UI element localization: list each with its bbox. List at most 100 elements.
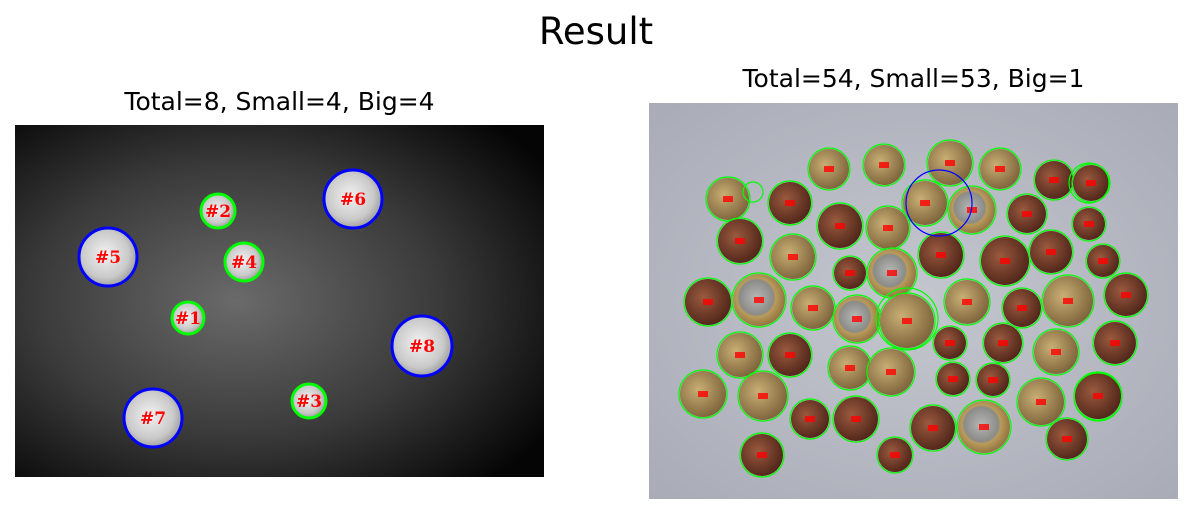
coin-label-mark	[785, 352, 795, 358]
small-coin-circle	[716, 217, 764, 265]
coin-label-mark	[967, 207, 977, 213]
coin-detection	[716, 331, 764, 379]
coin-detection	[947, 185, 997, 235]
small-coin-circle	[932, 325, 968, 361]
coin-detection	[866, 347, 916, 397]
coin-label-mark	[785, 200, 795, 206]
coin-detection	[876, 436, 914, 474]
coin-label-mark	[920, 200, 930, 206]
coin-label-mark	[835, 223, 845, 229]
coin-label-mark	[886, 369, 896, 375]
small-coin-circle	[731, 272, 787, 328]
big-coin-circle	[122, 387, 184, 449]
big-coin-circle	[77, 226, 139, 288]
small-coin-circle	[1041, 274, 1095, 328]
coin-label-mark	[890, 452, 900, 458]
small-coin-circle	[866, 347, 916, 397]
small-coin-circle	[789, 398, 831, 440]
coin	[393, 317, 451, 375]
coin-detection	[935, 361, 971, 397]
big-coin-circle	[390, 314, 454, 378]
small-coin-circle	[742, 181, 764, 203]
coin-detection	[832, 255, 868, 291]
coin-label: #7	[140, 409, 166, 429]
coin-detection	[982, 322, 1024, 364]
coin-label-mark	[902, 318, 912, 324]
coin-label-mark	[757, 452, 767, 458]
coin-label: #5	[95, 248, 121, 268]
coin-detection	[1085, 243, 1121, 279]
coin-detection	[1016, 377, 1066, 427]
coin-detection	[932, 325, 968, 361]
small-coin-circle	[1028, 229, 1074, 275]
small-coin-circle	[978, 147, 1022, 191]
coin-detection	[878, 292, 936, 350]
small-coin-circle	[975, 362, 1011, 398]
coin-label-mark	[1121, 292, 1131, 298]
coin-detection	[901, 179, 949, 227]
small-coin-circle	[862, 143, 906, 187]
right-coin-image	[649, 103, 1178, 499]
coin-label-mark	[698, 391, 708, 397]
coin	[173, 303, 203, 333]
small-coin-circle	[767, 180, 813, 226]
coin-detection	[737, 370, 789, 422]
coin-detection	[975, 362, 1011, 398]
coin-label-mark	[805, 416, 815, 422]
coin-label: #8	[409, 337, 435, 357]
coin	[293, 385, 325, 417]
coin-detection: #5	[77, 226, 139, 288]
coin-detection	[1071, 163, 1111, 203]
coin-label-mark	[928, 425, 938, 431]
coin-label-mark	[995, 166, 1005, 172]
small-coin-circle	[1071, 206, 1107, 242]
coin	[226, 244, 262, 280]
small-coin-circle	[199, 192, 237, 230]
coin-detection	[1033, 159, 1075, 201]
coin-label-mark	[1093, 393, 1103, 399]
coin-label-mark	[735, 238, 745, 244]
coin-detection: #6	[322, 168, 384, 230]
coin-detection	[816, 202, 864, 250]
coin-detection	[943, 278, 991, 326]
small-coin-circle	[832, 395, 880, 443]
coin-label-mark	[936, 252, 946, 258]
small-coin-circle	[909, 404, 957, 452]
big-coin-circle	[322, 168, 384, 230]
coin-detection: #7	[122, 387, 184, 449]
small-coin-circle	[1006, 193, 1048, 235]
small-coin-circle	[901, 179, 949, 227]
coin-detection	[769, 233, 817, 281]
coin-detection	[1028, 229, 1074, 275]
coin-detection	[1092, 320, 1138, 366]
small-coin-circle	[926, 139, 974, 187]
coin	[80, 229, 136, 285]
coin-label: #6	[340, 190, 366, 210]
coin	[125, 390, 181, 446]
coin-label-mark	[808, 305, 818, 311]
coin-detection	[926, 139, 974, 187]
coin-label-mark	[1049, 177, 1059, 183]
coin-detection	[1001, 287, 1043, 329]
coin-label-mark	[1086, 180, 1096, 186]
coin-detection: #2	[199, 192, 237, 230]
small-coin-circle	[223, 241, 265, 283]
coin-detection	[731, 272, 787, 328]
coin-label-mark	[1046, 249, 1056, 255]
small-coin-circle	[1071, 163, 1111, 203]
coin-label-mark	[1063, 298, 1073, 304]
coin-detection	[917, 231, 965, 279]
coin-detection: #8	[390, 314, 454, 378]
small-coin-circle	[716, 331, 764, 379]
coin-label-mark	[845, 270, 855, 276]
coin-label-mark	[945, 160, 955, 166]
coin-detection	[956, 399, 1012, 455]
coin-detection	[832, 395, 880, 443]
coin-detection	[1041, 274, 1095, 328]
coin-detection	[1103, 272, 1149, 318]
coin-detection	[1006, 193, 1048, 235]
small-coin-circle	[1073, 372, 1123, 422]
coin-label-mark	[879, 162, 889, 168]
coin-label-mark	[883, 225, 893, 231]
small-coin-circle	[769, 233, 817, 281]
